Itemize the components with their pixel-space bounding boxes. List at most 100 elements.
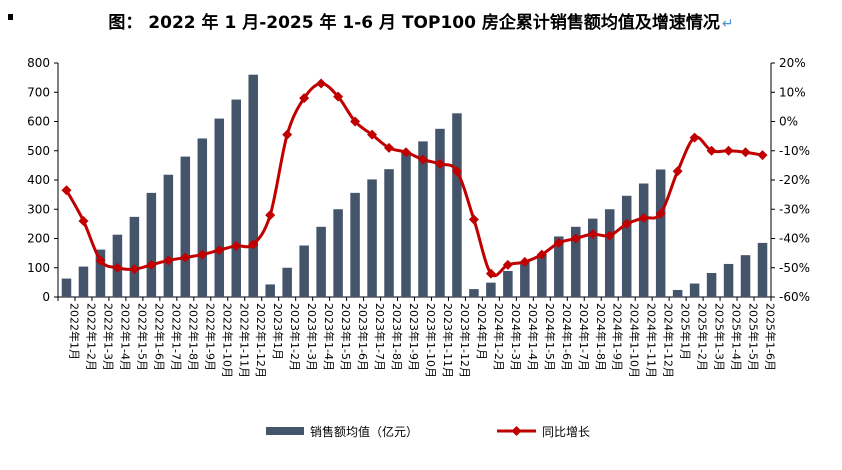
growth-point [621,218,632,229]
bar [180,156,191,297]
x-tick-label: 2023年1月 [271,303,285,360]
growth-point [553,237,564,248]
bar [520,262,530,297]
growth-point [197,249,208,260]
x-tick-label: 2023年1-3月 [305,303,319,371]
left-tick-label: 200 [27,232,50,246]
x-tick-label: 2022年1-8月 [186,303,200,371]
x-tick-label: 2025年1月 [679,303,693,360]
x-tick-label: 2023年1-8月 [390,303,404,371]
growth-point [672,166,683,177]
bar [333,209,343,297]
growth-point [146,259,157,270]
legend-bar-swatch [266,427,304,435]
bar [723,263,734,297]
growth-point [282,129,293,140]
growth-point [214,245,225,256]
x-tick-label: 2024年1月 [475,303,489,360]
growth-point [706,145,717,156]
chart-title: 图： 2022 年 1 月-2025 年 1-6 月 TOP100 房企累计销售… [0,8,842,33]
growth-point [417,154,428,165]
growth-point [299,93,310,104]
x-tick-label: 2023年1-10月 [424,303,438,378]
growth-point [604,230,615,241]
bar [452,113,462,297]
bar [214,118,225,297]
x-tick-label: 2024年1-3月 [509,303,523,371]
bar [621,195,632,297]
growth-point [265,210,276,221]
right-tick-label: -30% [779,202,810,216]
x-tick-label: 2022年1-9月 [203,303,217,371]
line-series [61,78,768,279]
growth-point [468,214,479,225]
x-tick-label: 2022年1月 [67,303,81,360]
growth-point [163,255,174,266]
bar [265,284,275,297]
x-tick-label: 2024年1-7月 [577,303,591,371]
x-tick-label: 2024年1-5月 [543,303,557,371]
x-tick-label: 2023年1-6月 [356,303,370,371]
bar [248,74,258,297]
right-tick-label: -10% [779,144,810,158]
x-tick-label: 2022年1-2月 [84,303,98,371]
x-tick-label: 2025年1-3月 [713,303,727,371]
right-tick-label: -60% [779,290,810,304]
growth-point [485,268,496,279]
right-tick-label: 20% [779,56,806,70]
growth-point [180,252,191,263]
x-tick-label: 2022年1-11月 [237,303,251,378]
x-tick-label: 2022年1-7月 [169,303,183,371]
bar [435,128,445,297]
bar [469,289,479,297]
x-tick-label: 2024年1-2月 [492,303,506,371]
bar [706,273,717,297]
growth-point [536,249,547,260]
right-tick-label: -40% [779,232,810,246]
bar [282,267,292,297]
bar [537,254,547,297]
bullet-mark [8,14,13,20]
bar [95,249,106,297]
left-tick-label: 0 [42,290,50,304]
bar [604,209,615,297]
x-tick-label: 2022年1-4月 [118,303,132,371]
bar [740,255,751,297]
growth-point [570,233,581,244]
growth-point [723,145,734,156]
x-tick-label: 2022年1-3月 [101,303,115,371]
growth-point [638,213,649,224]
x-tick-label: 2023年1-12月 [458,303,472,378]
legend-line-marker [511,426,522,436]
growth-point [689,132,700,143]
growth-point [248,239,259,250]
x-tick-label: 2022年1-6月 [152,303,166,371]
left-tick-label: 400 [27,173,50,187]
growth-point [384,142,395,153]
growth-point [502,259,513,270]
x-tick-label: 2023年1-11月 [441,303,455,378]
growth-point [757,150,768,161]
x-tick-label: 2022年1-5月 [135,303,149,371]
growth-point [350,116,361,127]
growth-point [231,240,242,251]
return-mark: ↵ [721,16,734,32]
right-tick-label: -20% [779,173,810,187]
x-tick-label: 2024年1-11月 [645,303,659,378]
bar [299,245,309,297]
x-tick-label: 2024年1-12月 [662,303,676,378]
x-tick-label: 2023年1-2月 [288,303,302,371]
x-tick-label: 2024年1-9月 [611,303,625,371]
legend: 销售额均值（亿元） 同比增长 [266,424,590,439]
chart-title-text: 图： 2022 年 1 月-2025 年 1-6 月 TOP100 房企累计销售… [108,13,720,33]
bar [350,192,360,297]
x-tick-label: 2023年1-7月 [373,303,387,371]
x-axis-labels: 2022年1月 2022年1-2月 2022年1-3月 2022年1-4月 2022年1… [67,303,777,378]
x-tick-label: 2025年1-5月 [747,303,761,371]
bar [503,270,513,297]
x-tick-label: 2024年1-6月 [560,303,574,371]
growth-point [740,147,751,158]
bar [384,169,394,297]
left-tick-label: 600 [27,115,50,129]
